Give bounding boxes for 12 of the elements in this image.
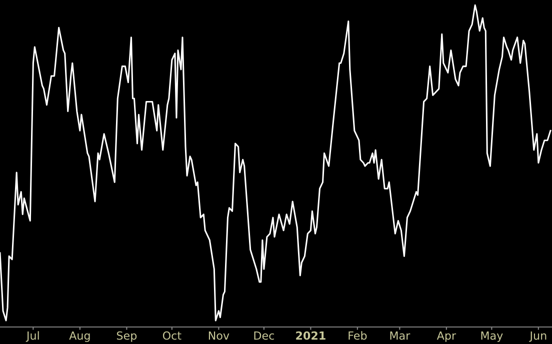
x-tick-label: Jul xyxy=(26,331,39,342)
x-tick-label: Feb xyxy=(348,331,367,340)
x-tick-label: Jun xyxy=(529,332,546,342)
x-tick-label: Aug xyxy=(69,332,90,342)
x-tick-label: Mar xyxy=(390,332,410,340)
x-tick-label: Apr xyxy=(436,332,456,342)
x-tick-label: Dec xyxy=(254,332,274,340)
x-tick-label: 2021 xyxy=(296,331,326,340)
x-tick-label: May xyxy=(481,332,503,342)
x-tick-label: Nov xyxy=(208,332,230,340)
x-tick-label: Oct xyxy=(162,331,182,340)
x-tick-label: Sep xyxy=(116,331,137,342)
